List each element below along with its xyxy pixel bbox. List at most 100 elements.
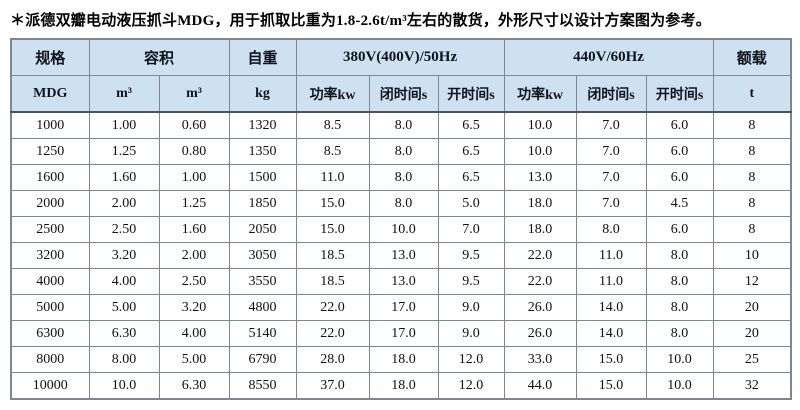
table-cell: 6300	[10, 320, 90, 347]
table-cell: 11.0	[575, 268, 647, 295]
table-cell: 26.0	[503, 294, 577, 321]
table-cell: 5.00	[158, 346, 230, 373]
table-cell: 8.00	[88, 346, 160, 373]
table-cell: 6.5	[437, 138, 505, 165]
table-cell: 5.00	[88, 294, 160, 321]
table-cell: 8.0	[575, 216, 647, 243]
table-cell: 32	[712, 372, 792, 400]
table-cell: 18.5	[295, 242, 370, 269]
table-row: 5000 5.00 3.20 4800 22.0 17.0 9.0 26.0 14.0 8.0 20	[10, 294, 792, 321]
table-cell: 1.00	[88, 111, 160, 139]
table-cell: 8000	[10, 346, 90, 373]
table-cell: 20	[712, 320, 792, 347]
unit-header-cell: 功率kw	[295, 75, 370, 113]
table-cell: 8.0	[368, 164, 439, 191]
table-cell: 1.00	[158, 164, 230, 191]
table-cell: 14.0	[575, 320, 647, 347]
table-cell: 10.0	[368, 216, 439, 243]
table-cell: 3050	[228, 242, 297, 269]
unit-header-cell: m³	[158, 75, 230, 113]
table-cell: 6.30	[88, 320, 160, 347]
table-cell: 9.5	[437, 268, 505, 295]
table-cell: 10.0	[645, 346, 714, 373]
table-cell: 1600	[10, 164, 90, 191]
table-cell: 2.00	[88, 190, 160, 217]
table-cell: 44.0	[503, 372, 577, 400]
grab-spec-table: 规格 容积 自重 380V(400V)/50Hz 440V/60Hz 额载 MDG m³ m³…	[10, 38, 793, 400]
table-cell: 3.20	[88, 242, 160, 269]
table-cell: 8.0	[368, 190, 439, 217]
table-cell: 6.0	[645, 164, 714, 191]
table-cell: 2.50	[88, 216, 160, 243]
table-cell: 18.0	[368, 346, 439, 373]
group-header-cell: 380V(400V)/50Hz	[295, 38, 505, 76]
table-cell: 5000	[10, 294, 90, 321]
table-cell: 8.0	[645, 294, 714, 321]
table-cell: 10.0	[503, 111, 577, 139]
table-cell: 12	[712, 268, 792, 295]
table-cell: 8	[712, 138, 792, 165]
table-cell: 8.5	[295, 111, 370, 139]
table-cell: 2.50	[158, 268, 230, 295]
table-cell: 15.0	[575, 372, 647, 400]
table-cell: 12.0	[437, 346, 505, 373]
table-row: 2500 2.50 1.60 2050 15.0 10.0 7.0 18.0 8.0 6.0 8	[10, 216, 792, 243]
table-cell: 12.0	[437, 372, 505, 400]
table-cell: 3200	[10, 242, 90, 269]
table-header: 规格 容积 自重 380V(400V)/50Hz 440V/60Hz 额载 MDG m³ m³…	[10, 38, 792, 113]
unit-header-cell: MDG	[10, 75, 90, 113]
unit-header-row: MDG m³ m³ kg 功率kw 闭时间s 开时间s 功率kw 闭时间s 开时间s t	[10, 75, 792, 113]
unit-header-cell: kg	[228, 75, 297, 113]
table-cell: 22.0	[503, 268, 577, 295]
table-cell: 6.30	[158, 372, 230, 400]
table-cell: 8.0	[645, 242, 714, 269]
table-cell: 25	[712, 346, 792, 373]
table-cell: 15.0	[575, 346, 647, 373]
table-cell: 10.0	[645, 372, 714, 400]
table-cell: 3.20	[158, 294, 230, 321]
table-cell: 26.0	[503, 320, 577, 347]
table-cell: 2000	[10, 190, 90, 217]
table-cell: 2050	[228, 216, 297, 243]
table-cell: 20	[712, 294, 792, 321]
table-cell: 8	[712, 216, 792, 243]
table-body: 1000 1.00 0.60 1320 8.5 8.0 6.5 10.0 7.0 6.0 8 1250…	[10, 111, 792, 400]
table-cell: 1350	[228, 138, 297, 165]
table-cell: 1.60	[158, 216, 230, 243]
table-row: 6300 6.30 4.00 5140 22.0 17.0 9.0 26.0 14.0 8.0 20	[10, 320, 792, 347]
table-cell: 6.0	[645, 111, 714, 139]
table-row: 1600 1.60 1.00 1500 11.0 8.0 6.5 13.0 7.0 6.0 8	[10, 164, 792, 191]
unit-header-cell: m³	[88, 75, 160, 113]
table-cell: 7.0	[575, 190, 647, 217]
table-cell: 7.0	[575, 138, 647, 165]
table-row: 8000 8.00 5.00 6790 28.0 18.0 12.0 33.0 15.0 10.0…	[10, 346, 792, 373]
table-cell: 1500	[228, 164, 297, 191]
table-cell: 22.0	[503, 242, 577, 269]
table-cell: 6790	[228, 346, 297, 373]
table-cell: 8.0	[645, 268, 714, 295]
table-cell: 1.25	[88, 138, 160, 165]
table-cell: 8.0	[368, 111, 439, 139]
table-cell: 5.0	[437, 190, 505, 217]
table-row: 1000 1.00 0.60 1320 8.5 8.0 6.5 10.0 7.0 6.0 8	[10, 111, 792, 139]
table-cell: 13.0	[368, 268, 439, 295]
table-cell: 0.80	[158, 138, 230, 165]
table-cell: 17.0	[368, 294, 439, 321]
table-cell: 0.60	[158, 111, 230, 139]
table-cell: 6.5	[437, 111, 505, 139]
table-cell: 15.0	[295, 190, 370, 217]
table-cell: 18.0	[503, 190, 577, 217]
group-header-cell: 自重	[228, 38, 297, 76]
unit-header-cell: 功率kw	[503, 75, 577, 113]
table-cell: 1250	[10, 138, 90, 165]
table-cell: 9.0	[437, 294, 505, 321]
unit-header-cell: t	[712, 75, 792, 113]
unit-header-cell: 闭时间s	[575, 75, 647, 113]
table-cell: 1.60	[88, 164, 160, 191]
table-cell: 18.5	[295, 268, 370, 295]
table-cell: 8	[712, 190, 792, 217]
table-cell: 15.0	[295, 216, 370, 243]
table-cell: 14.0	[575, 294, 647, 321]
table-cell: 6.5	[437, 164, 505, 191]
